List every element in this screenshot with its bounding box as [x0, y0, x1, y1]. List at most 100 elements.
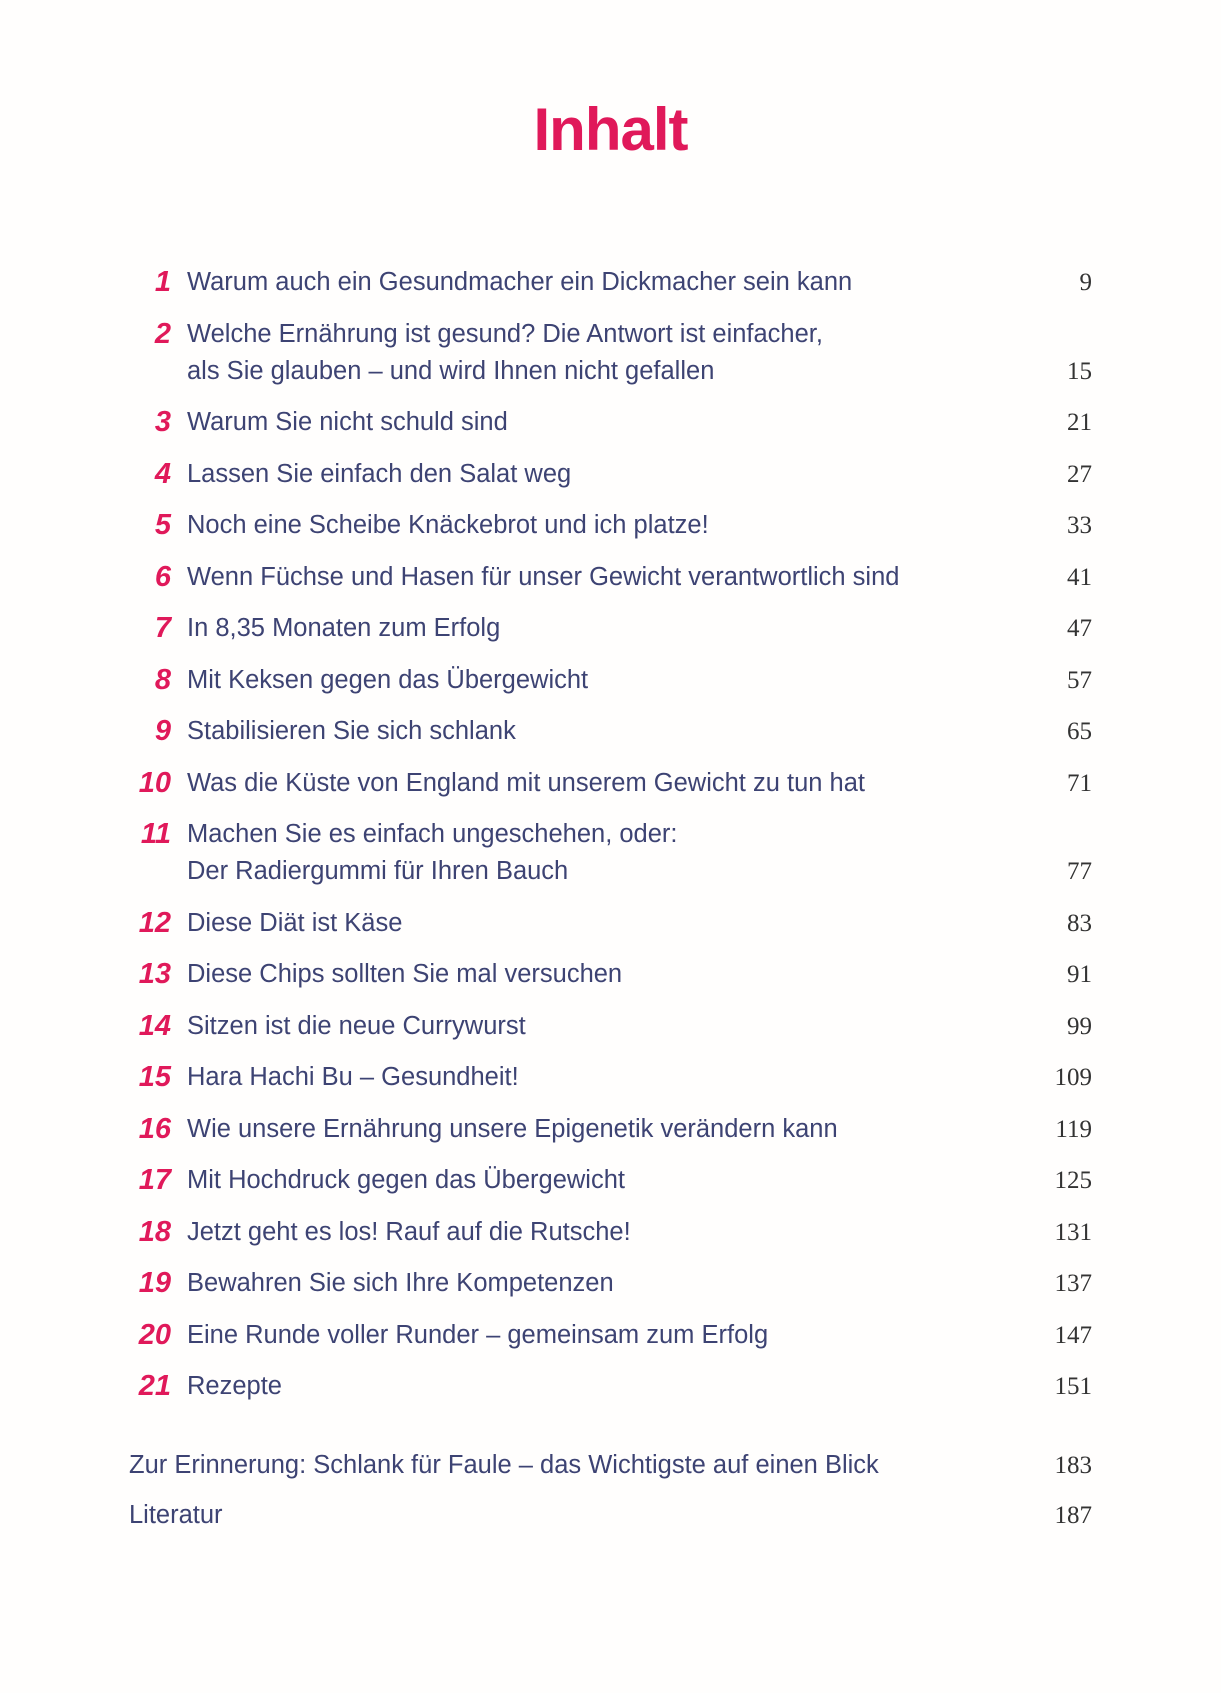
toc-entry[interactable]: 10 Was die Küste von England mit unserem …	[120, 765, 1092, 802]
entry-title: Stabilisieren Sie sich schlank	[171, 713, 1012, 750]
page-number: 187	[1054, 1502, 1093, 1529]
table-of-contents: 1 Warum auch ein Gesundmacher ein Dickmac…	[120, 264, 1092, 1420]
chapter-number: 6	[154, 560, 171, 593]
chapter-number: 20	[138, 1318, 171, 1351]
toc-entry[interactable]: 9 Stabilisieren Sie sich schlank 65	[120, 713, 1092, 750]
entry-title-line: Eine Runde voller Runder – gemeinsam zum…	[187, 1320, 769, 1349]
entry-title-line: Wenn Füchse und Hasen für unser Gewicht …	[187, 562, 900, 591]
chapter-number: 3	[154, 406, 171, 438]
chapter-number: 17	[138, 1164, 171, 1196]
entry-title: Warum auch ein Gesundmacher ein Dickmach…	[171, 264, 1012, 301]
toc-extra-entry[interactable]: Literatur 187	[129, 1497, 1092, 1549]
page-number: 77	[1067, 858, 1092, 885]
entry-title: Mit Keksen gegen das Übergewicht	[171, 662, 1012, 699]
page-number: 33	[1067, 512, 1092, 539]
entry-title-line: Jetzt geht es los! Rauf auf die Rutsche!	[187, 1217, 631, 1246]
entry-title: Mit Hochdruck gegen das Übergewicht	[171, 1162, 1012, 1199]
entry-title-line: Mit Keksen gegen das Übergewicht	[187, 665, 589, 694]
page-number: 65	[1067, 718, 1092, 745]
entry-title-line: In 8,35 Monaten zum Erfolg	[187, 614, 501, 642]
toc-entry[interactable]: 12 Diese Diät ist Käse 83	[120, 905, 1092, 942]
toc-entry[interactable]: 19 Bewahren Sie sich Ihre Kompetenzen 137	[120, 1265, 1092, 1302]
entry-title: Zur Erinnerung: Schlank für Faule – das …	[129, 1451, 879, 1479]
entry-title: In 8,35 Monaten zum Erfolg	[171, 610, 1012, 647]
page-number: 83	[1067, 909, 1092, 937]
entry-title-line: Noch eine Scheibe Knäckebrot und ich pla…	[187, 511, 709, 539]
entry-title-line: Sitzen ist die neue Currywurst	[187, 1011, 526, 1040]
entry-title: Warum Sie nicht schuld sind	[171, 404, 1012, 441]
page-number: 183	[1054, 1452, 1093, 1479]
toc-extra-entry[interactable]: Zur Erinnerung: Schlank für Faule – das …	[129, 1447, 1092, 1499]
page-number: 47	[1067, 615, 1092, 642]
entry-title: Lassen Sie einfach den Salat weg	[171, 456, 1012, 493]
page-number: 151	[1054, 1373, 1093, 1400]
toc-entry[interactable]: 18 Jetzt geht es los! Rauf auf die Rutsch…	[120, 1214, 1092, 1251]
chapter-number: 15	[138, 1061, 171, 1093]
chapter-number: 19	[138, 1267, 171, 1299]
chapter-number: 10	[138, 766, 171, 799]
chapter-number: 18	[138, 1215, 171, 1248]
entry-title: Eine Runde voller Runder – gemeinsam zum…	[171, 1317, 1012, 1354]
entry-title-line: Warum auch ein Gesundmacher ein Dickmach…	[187, 268, 853, 296]
entry-title: Literatur	[129, 1501, 223, 1529]
entry-title: Sitzen ist die neue Currywurst	[171, 1008, 1012, 1045]
chapter-number: 5	[154, 509, 171, 541]
entry-title-line: Diese Diät ist Käse	[187, 908, 403, 937]
toc-entry[interactable]: 20 Eine Runde voller Runder – gemeinsam z…	[120, 1317, 1092, 1354]
entry-title-line: Hara Hachi Bu – Gesundheit!	[187, 1063, 519, 1091]
entry-title: Hara Hachi Bu – Gesundheit!	[171, 1059, 1012, 1096]
chapter-number: 12	[138, 906, 171, 939]
entry-title: Welche Ernährung ist gesund? Die Antwort…	[171, 316, 1012, 390]
entry-title: Bewahren Sie sich Ihre Kompetenzen	[171, 1265, 1012, 1302]
entry-title-line: Diese Chips sollten Sie mal versuchen	[187, 960, 623, 988]
toc-entry[interactable]: 15 Hara Hachi Bu – Gesundheit! 109	[120, 1059, 1092, 1096]
chapter-number: 13	[138, 958, 171, 990]
toc-entry[interactable]: 7 In 8,35 Monaten zum Erfolg 47	[120, 610, 1092, 647]
toc-entry[interactable]: 14 Sitzen ist die neue Currywurst 99	[120, 1008, 1092, 1045]
entry-title: Wenn Füchse und Hasen für unser Gewicht …	[171, 559, 1012, 596]
page-number: 9	[1079, 269, 1093, 296]
entry-title-line: Stabilisieren Sie sich schlank	[187, 717, 516, 745]
chapter-number: 11	[140, 818, 171, 850]
entry-title-line: Welche Ernährung ist gesund? Die Antwort…	[187, 319, 823, 348]
entry-title: Diese Diät ist Käse	[171, 905, 1012, 942]
entry-title: Machen Sie es einfach ungeschehen, oder:…	[171, 816, 1012, 890]
toc-entry[interactable]: 11 Machen Sie es einfach ungeschehen, ode…	[120, 816, 1092, 890]
toc-entry[interactable]: 16 Wie unsere Ernährung unsere Epigenetik…	[120, 1111, 1092, 1148]
page-number: 27	[1067, 460, 1092, 488]
toc-entry[interactable]: 2 Welche Ernährung ist gesund? Die Antwor…	[120, 316, 1092, 390]
chapter-number: 4	[154, 457, 171, 490]
page-number: 119	[1055, 1115, 1092, 1143]
chapter-number: 21	[138, 1370, 171, 1402]
chapter-number: 8	[154, 663, 171, 696]
toc-entry[interactable]: 13 Diese Chips sollten Sie mal versuchen 9…	[120, 956, 1092, 993]
entry-title-line: Bewahren Sie sich Ihre Kompetenzen	[187, 1269, 614, 1297]
toc-entry[interactable]: 5 Noch eine Scheibe Knäckebrot und ich pl…	[120, 507, 1092, 544]
chapter-number: 14	[138, 1009, 171, 1042]
entry-title-line: Wie unsere Ernährung unsere Epigenetik v…	[187, 1114, 838, 1143]
toc-entry[interactable]: 8 Mit Keksen gegen das Übergewicht 57	[120, 662, 1092, 699]
page-number: 57	[1067, 666, 1092, 694]
page-number: 137	[1054, 1270, 1093, 1297]
page-number: 99	[1067, 1012, 1092, 1040]
entry-title-line: als Sie glauben – und wird Ihnen nicht g…	[187, 356, 715, 385]
page-number: 109	[1054, 1064, 1093, 1091]
toc-entry[interactable]: 21 Rezepte 151	[120, 1368, 1092, 1405]
entry-title-line: Machen Sie es einfach ungeschehen, oder:	[187, 820, 678, 848]
entry-title-line: Warum Sie nicht schuld sind	[187, 408, 508, 436]
toc-entry[interactable]: 4 Lassen Sie einfach den Salat weg 27	[120, 456, 1092, 493]
entry-title-line: Mit Hochdruck gegen das Übergewicht	[187, 1166, 625, 1194]
chapter-number: 2	[154, 317, 171, 350]
toc-entry[interactable]: 17 Mit Hochdruck gegen das Übergewicht 125	[120, 1162, 1092, 1199]
toc-entry[interactable]: 6 Wenn Füchse und Hasen für unser Gewicht…	[120, 559, 1092, 596]
entry-title-line: Der Radiergummi für Ihren Bauch	[187, 857, 569, 885]
page-number: 125	[1054, 1167, 1093, 1194]
entry-title-line: Rezepte	[187, 1372, 282, 1400]
toc-entry[interactable]: 1 Warum auch ein Gesundmacher ein Dickmac…	[120, 264, 1092, 301]
toc-entry[interactable]: 3 Warum Sie nicht schuld sind 21	[120, 404, 1092, 441]
entry-title: Was die Küste von England mit unserem Ge…	[171, 765, 1012, 802]
entry-title: Diese Chips sollten Sie mal versuchen	[171, 956, 1012, 993]
page-number: 131	[1054, 1218, 1093, 1246]
chapter-number: 1	[154, 266, 171, 298]
entry-title: Jetzt geht es los! Rauf auf die Rutsche!	[171, 1214, 1012, 1251]
